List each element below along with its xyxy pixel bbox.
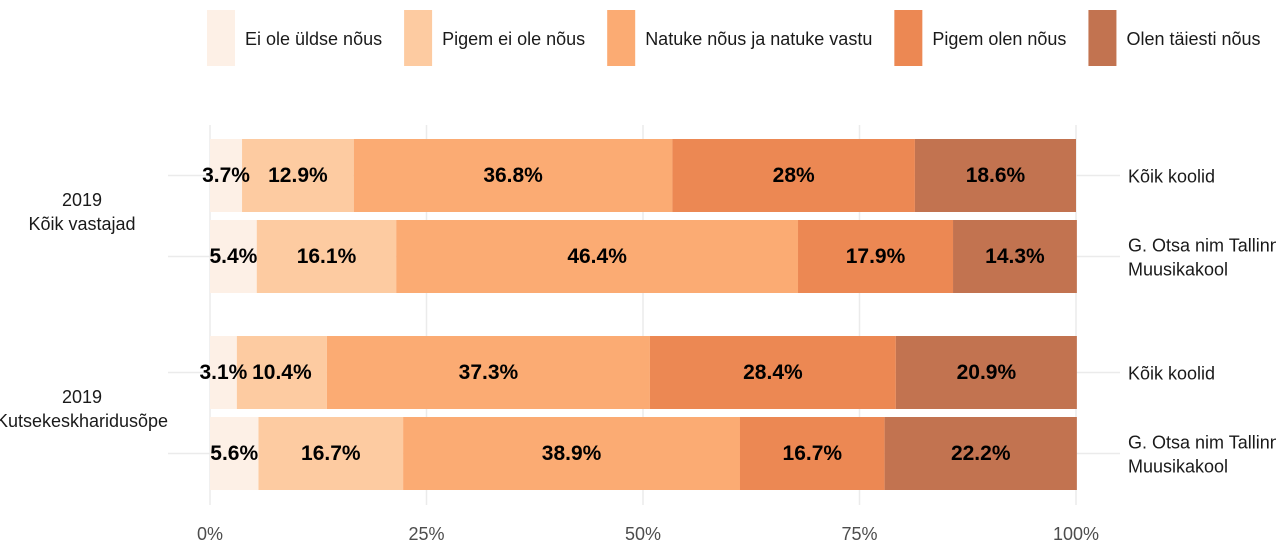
data-label: 28% <box>773 164 815 187</box>
category-label: G. Otsa nim Tallinna Muusikakool <box>1128 432 1276 476</box>
bar-segment <box>242 139 354 212</box>
data-label: 16.7% <box>783 442 843 465</box>
data-label: 17.9% <box>846 245 906 268</box>
legend-swatch <box>894 10 923 66</box>
bar-segment <box>210 139 243 212</box>
bar-segment <box>396 220 799 293</box>
x-tick-label: 25% <box>408 524 444 544</box>
bar-segment <box>895 336 1077 409</box>
bar-segment <box>236 336 327 409</box>
data-label: 16.1% <box>297 245 357 268</box>
data-label: 18.6% <box>966 164 1026 187</box>
data-label: 37.3% <box>459 361 519 384</box>
data-label: 3.7% <box>202 164 250 187</box>
group-label: 2019 Kutsekeskharidusõpe <box>0 387 168 431</box>
legend-label: Ei ole üldse nõus <box>245 29 382 49</box>
x-tick-label: 100% <box>1053 524 1099 544</box>
bar-segment <box>256 220 397 293</box>
data-label: 12.9% <box>268 164 328 187</box>
data-label: 20.9% <box>957 361 1017 384</box>
data-label: 16.7% <box>301 442 361 465</box>
bar-segment <box>353 139 673 212</box>
legend-label: Pigem ei ole nõus <box>442 29 585 49</box>
data-label: 36.8% <box>483 164 543 187</box>
data-label: 46.4% <box>567 245 627 268</box>
data-label: 5.6% <box>210 442 258 465</box>
x-tick-label: 0% <box>197 524 223 544</box>
bar-segment <box>884 417 1077 490</box>
bar-segment <box>210 220 257 293</box>
legend-swatch <box>1088 10 1117 66</box>
bar-segment <box>914 139 1076 212</box>
x-tick-label: 50% <box>625 524 661 544</box>
category-label: Kõik koolid <box>1128 166 1215 186</box>
data-label: 3.1% <box>199 361 247 384</box>
category-label: G. Otsa nim Tallinna Muusikakool <box>1128 235 1276 279</box>
legend-swatch <box>207 10 235 66</box>
category-label: Kõik koolid <box>1128 363 1215 383</box>
data-label: 38.9% <box>542 442 602 465</box>
legend-swatch <box>404 10 433 66</box>
data-label: 10.4% <box>252 361 312 384</box>
data-label: 5.4% <box>209 245 257 268</box>
bar-segment <box>953 220 1077 293</box>
bar-segment <box>326 336 650 409</box>
bar-segment <box>403 417 740 490</box>
bar-segment <box>798 220 954 293</box>
legend-label: Olen täiesti nõus <box>1126 29 1260 49</box>
legend-label: Pigem olen nõus <box>932 29 1066 49</box>
legend-label: Natuke nõus ja natuke vastu <box>645 29 872 49</box>
data-label: 22.2% <box>951 442 1011 465</box>
group-label: 2019 Kõik vastajad <box>28 190 135 234</box>
data-label: 28.4% <box>743 361 803 384</box>
bar-segment <box>739 417 885 490</box>
bar-segment <box>258 417 404 490</box>
legend-swatch <box>607 10 636 66</box>
bar-segment <box>210 336 237 409</box>
bar-segment <box>649 336 896 409</box>
data-label: 14.3% <box>985 245 1045 268</box>
bar-segment <box>210 417 259 490</box>
x-tick-label: 75% <box>841 524 877 544</box>
bar-segment <box>672 139 915 212</box>
